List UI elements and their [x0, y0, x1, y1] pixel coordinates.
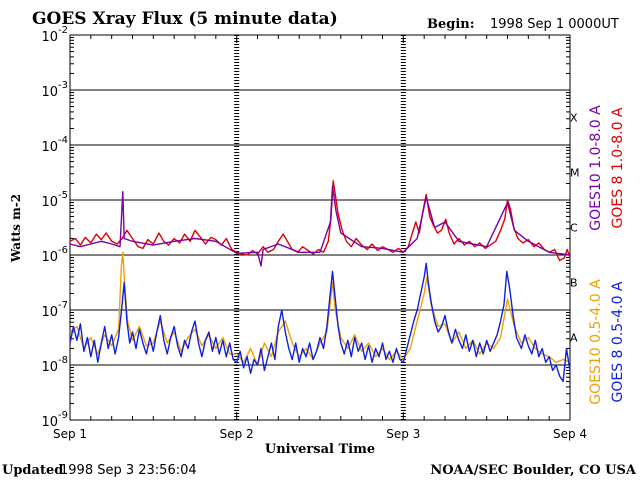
day-dividers: [234, 35, 406, 420]
flare-class-b: B: [570, 277, 578, 290]
chart-title: GOES Xray Flux (5 minute data): [32, 9, 338, 29]
flare-class-m: M: [570, 167, 580, 180]
legend-entry: GOES10 0.5-4.0 A: [588, 279, 604, 405]
x-tick-label: Sep 2: [220, 427, 254, 441]
x-tick-label: Sep 3: [386, 427, 420, 441]
series-line-1: [69, 185, 571, 267]
y-tick-label: 10: [41, 250, 58, 265]
y-tick-exponent: -6: [58, 245, 68, 256]
y-tick-label: 10: [41, 30, 58, 45]
grid-lines: [70, 89, 570, 366]
x-tick-label: Sep 1: [53, 427, 87, 441]
updated-label: Updated: [2, 463, 63, 478]
legend-entry: GOES10 1.0-8.0 A: [588, 105, 604, 231]
updated-value: 1998 Sep 3 23:56:04: [60, 463, 197, 478]
y-tick-exponent: -8: [58, 355, 68, 366]
x-tick-label: Sep 4: [553, 427, 587, 441]
y-tick-label: 10: [41, 85, 58, 100]
legend: GOES10 1.0-8.0 A GOES 8 1.0-8.0 A GOES10 0…: [588, 105, 626, 405]
flare-class-a: A: [570, 332, 578, 345]
series-line-3: [69, 262, 571, 383]
y-tick-label: 10: [41, 305, 58, 320]
y-axis-ticks: 10-210-310-410-510-610-710-810-9: [41, 25, 570, 430]
y-tick-label: 10: [41, 195, 58, 210]
legend-entry: GOES 8 1.0-8.0 A: [610, 107, 626, 228]
footer-credit: NOAA/SEC Boulder, CO USA: [430, 463, 637, 478]
begin-label: Begin:: [427, 17, 475, 32]
y-tick-exponent: -2: [58, 25, 68, 36]
y-tick-exponent: -3: [58, 80, 68, 91]
y-tick-label: 10: [41, 360, 58, 375]
data-series: [69, 180, 571, 383]
y-axis-label: Watts m-2: [9, 194, 23, 263]
y-tick-exponent: -4: [58, 135, 68, 146]
plot-frame: [69, 34, 571, 421]
y-tick-label: 10: [41, 140, 58, 155]
y-tick-label: 10: [41, 415, 58, 430]
y-tick-exponent: -5: [58, 190, 68, 201]
flare-class-labels: X M C B A: [570, 112, 580, 345]
begin-value: 1998 Sep 1 0000UT: [490, 17, 619, 32]
series-line-0: [69, 180, 571, 262]
y-tick-exponent: -9: [58, 410, 68, 421]
y-tick-exponent: -7: [58, 300, 68, 311]
x-axis-ticks: Sep 1 Sep 2 Sep 3 Sep 4: [53, 35, 587, 441]
flare-class-c: C: [570, 222, 578, 235]
flare-class-x: X: [570, 112, 578, 125]
legend-entry: GOES 8 0.5-4.0 A: [610, 281, 626, 402]
x-axis-label: Universal Time: [265, 442, 375, 457]
